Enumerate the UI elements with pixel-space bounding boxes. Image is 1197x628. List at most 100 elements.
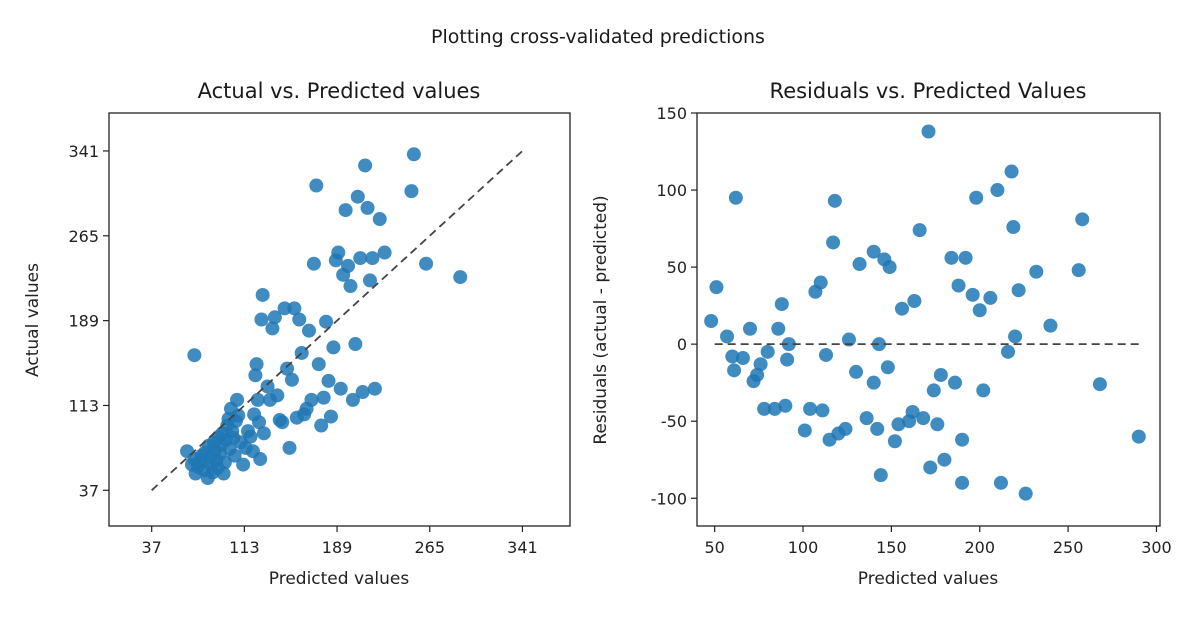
scatter-point: [265, 321, 280, 336]
scatter-point: [306, 256, 321, 271]
scatter-point: [797, 423, 812, 438]
scatter-point: [243, 429, 258, 444]
scatter-point: [275, 415, 290, 430]
scatter-point: [866, 244, 881, 259]
scatter-point: [760, 344, 775, 359]
scatter-point: [866, 375, 881, 390]
scatter-point: [406, 147, 421, 162]
x-tick-label: 150: [876, 538, 907, 557]
scatter-point: [937, 452, 952, 467]
scatter-point: [827, 193, 842, 208]
scatter-point: [841, 332, 856, 347]
scatter-point: [882, 260, 897, 275]
axis-ticks: 37 113 189 265 341 37 113 189 265 341: [68, 142, 537, 557]
y-tick-label: 113: [68, 396, 99, 415]
figure-suptitle: Plotting cross-validated predictions: [431, 26, 765, 48]
scatter-point: [983, 290, 998, 305]
data-points: [704, 124, 1146, 501]
scatter-point: [230, 392, 245, 407]
scatter-point: [709, 280, 724, 295]
scatter-point: [1131, 429, 1146, 444]
scatter-point: [256, 426, 271, 441]
scatter-point: [955, 432, 970, 447]
scatter-point: [319, 314, 334, 329]
scatter-point: [873, 468, 888, 483]
scatter-point: [377, 245, 392, 260]
y-tick-label: 37: [79, 481, 99, 500]
scatter-point: [990, 183, 1005, 198]
scatter-point: [1018, 486, 1033, 501]
scatter-point: [311, 357, 326, 372]
y-tick-label: 100: [656, 181, 687, 200]
x-tick-label: 37: [142, 538, 162, 557]
scatter-point: [993, 475, 1008, 490]
scatter-point: [887, 434, 902, 449]
y-axis-label: Actual values: [23, 263, 43, 377]
y-tick-label: -50: [661, 412, 687, 431]
axis-ticks: 50 100 150 200 250 300 150 100 50 0 -50 -100: [651, 104, 1172, 557]
scatter-point: [287, 301, 302, 316]
scatter-point: [343, 279, 358, 294]
scatter-point: [316, 390, 331, 405]
x-tick-label: 200: [964, 538, 995, 557]
y-tick-label: 150: [656, 104, 687, 123]
scatter-point: [720, 329, 735, 344]
y-tick-label: 189: [68, 312, 99, 331]
x-axis-label: Predicted values: [269, 569, 410, 589]
scatter-point: [930, 417, 945, 432]
scatter-point: [727, 363, 742, 378]
scatter-point: [905, 404, 920, 419]
scatter-point: [1004, 164, 1019, 179]
scatter-point: [728, 190, 743, 205]
plot-title: Actual vs. Predicted values: [198, 79, 481, 103]
scatter-point: [360, 200, 375, 215]
scatter-point: [944, 250, 959, 265]
scatter-point: [1092, 377, 1107, 392]
scatter-point: [236, 457, 251, 472]
scatter-point: [277, 301, 292, 316]
scatter-point: [1008, 329, 1023, 344]
scatter-point: [187, 348, 202, 363]
scatter-point: [838, 421, 853, 436]
scatter-point: [870, 421, 885, 436]
scatter-point: [933, 367, 948, 382]
scatter-point: [365, 251, 380, 266]
scatter-point: [367, 381, 382, 396]
actual-vs-predicted-plot: Actual vs. Predicted values Predicted va…: [23, 79, 571, 589]
scatter-point: [248, 368, 263, 383]
scatter-point: [912, 223, 927, 238]
x-tick-label: 265: [414, 538, 445, 557]
scatter-point: [921, 124, 936, 139]
scatter-point: [813, 275, 828, 290]
scatter-point: [923, 460, 938, 475]
scatter-point: [815, 403, 830, 418]
scatter-point: [955, 475, 970, 490]
scatter-point: [849, 364, 864, 379]
scatter-point: [372, 212, 387, 227]
scatter-point: [326, 340, 341, 355]
scatter-point: [255, 287, 270, 302]
scatter-point: [781, 337, 796, 352]
scatter-point: [250, 392, 265, 407]
scatter-point: [750, 367, 765, 382]
y-tick-label: 341: [68, 142, 99, 161]
x-tick-label: 50: [704, 538, 724, 557]
scatter-point: [249, 357, 264, 372]
scatter-point: [252, 415, 267, 430]
scatter-point: [872, 337, 887, 352]
scatter-point: [338, 203, 353, 218]
scatter-point: [358, 158, 373, 173]
scatter-point: [231, 408, 246, 423]
scatter-point: [1075, 212, 1090, 227]
y-tick-label: -100: [651, 489, 687, 508]
x-tick-label: 300: [1141, 538, 1172, 557]
residuals-vs-predicted-plot: Residuals vs. Predicted Values Predicted…: [591, 79, 1172, 589]
scatter-point: [314, 418, 329, 433]
reference-line: [151, 150, 524, 491]
x-tick-label: 113: [229, 538, 260, 557]
x-axis-label: Predicted values: [858, 569, 999, 589]
scatter-point: [753, 357, 768, 372]
scatter-point: [260, 379, 275, 394]
scatter-point: [1006, 220, 1021, 235]
